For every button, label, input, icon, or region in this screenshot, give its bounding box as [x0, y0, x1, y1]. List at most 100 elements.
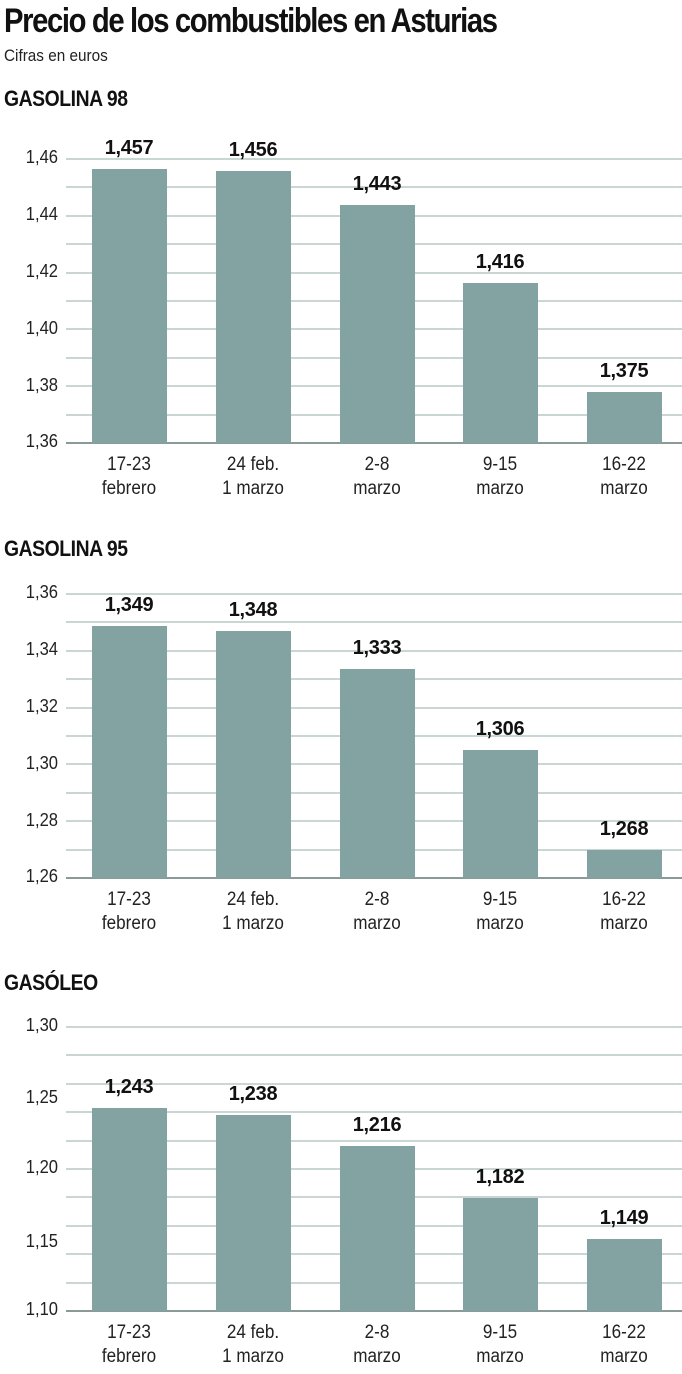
x-category-label: 2-8 marzo [323, 453, 431, 501]
x-axis-line [66, 877, 682, 879]
bar [587, 1239, 662, 1311]
x-category-label: 24 feb. 1 marzo [199, 888, 307, 936]
y-tick-label: 1,30 [25, 1015, 58, 1035]
value-label: 1,182 [475, 1166, 525, 1188]
bar [587, 850, 662, 878]
x-label-line-2: 1 marzo [222, 913, 284, 934]
bar [216, 171, 291, 443]
x-axis-line [66, 1310, 682, 1312]
value-label: 1,456 [228, 139, 278, 161]
value-label: 1,333 [352, 637, 402, 659]
x-category-label: 9-15 marzo [446, 453, 554, 501]
x-label-line-2: marzo [353, 1346, 401, 1367]
value-label: 1,375 [599, 360, 649, 382]
bar [340, 669, 415, 878]
value-label: 1,457 [104, 137, 154, 159]
x-category-label: 24 feb. 1 marzo [199, 1321, 307, 1369]
x-label-line-1: 9-15 [482, 454, 518, 475]
y-tick-label: 1,32 [25, 696, 58, 716]
bar [216, 1115, 291, 1311]
y-tick-label: 1,40 [25, 318, 58, 338]
value-label: 1,149 [599, 1207, 649, 1229]
gridline [66, 1082, 682, 1085]
x-label-line-1: 17-23 [107, 889, 151, 910]
y-tick-label: 1,15 [25, 1231, 58, 1251]
x-category-label: 16-22 marzo [570, 1321, 678, 1369]
x-label-line-1: 9-15 [482, 1322, 518, 1343]
x-label-line-2: febrero [101, 913, 157, 934]
y-tick-label: 1,36 [25, 582, 58, 602]
bar [92, 1108, 167, 1311]
x-label-line-1: 2-8 [364, 889, 390, 910]
x-label-line-2: marzo [353, 478, 401, 499]
bar [587, 392, 662, 443]
x-category-label: 9-15 marzo [446, 888, 554, 936]
x-label-line-1: 24 feb. [226, 889, 280, 910]
x-label-line-1: 17-23 [107, 1322, 151, 1343]
value-label: 1,216 [352, 1114, 402, 1136]
y-tick-label: 1,36 [25, 431, 58, 451]
bar [340, 1146, 415, 1311]
x-category-label: 17-23 febrero [75, 888, 183, 936]
bar [216, 631, 291, 878]
x-category-label: 16-22 marzo [570, 453, 678, 501]
gridline [66, 1054, 682, 1057]
y-tick-label: 1,38 [25, 375, 58, 395]
x-category-label: 16-22 marzo [570, 888, 678, 936]
x-label-line-2: 1 marzo [222, 478, 284, 499]
bar [463, 1198, 538, 1311]
y-tick-label: 1,30 [25, 753, 58, 773]
x-label-line-2: marzo [476, 1346, 524, 1367]
y-tick-label: 1,46 [25, 147, 58, 167]
value-label: 1,348 [228, 599, 278, 621]
value-label: 1,238 [228, 1083, 278, 1105]
gridline [66, 1111, 682, 1114]
value-label: 1,306 [475, 718, 525, 740]
gridline [66, 158, 682, 160]
x-category-label: 2-8 marzo [323, 1321, 431, 1369]
x-label-line-2: marzo [353, 913, 401, 934]
x-category-label: 9-15 marzo [446, 1321, 554, 1369]
x-label-line-2: marzo [600, 913, 648, 934]
y-tick-label: 1,42 [25, 261, 58, 281]
bar [92, 169, 167, 443]
x-category-label: 24 feb. 1 marzo [199, 453, 307, 501]
x-label-line-1: 16-22 [602, 889, 646, 910]
value-label: 1,416 [475, 251, 525, 273]
y-tick-label: 1,26 [25, 866, 58, 886]
gridline [66, 1139, 682, 1142]
x-label-line-1: 9-15 [482, 889, 518, 910]
chart-title: GASOLINA 95 [4, 536, 128, 561]
gridline [66, 649, 682, 652]
page-subtitle: Cifras en euros [4, 46, 108, 65]
y-tick-label: 1,28 [25, 810, 58, 830]
value-label: 1,268 [599, 818, 649, 840]
x-label-line-2: febrero [101, 478, 157, 499]
x-category-label: 2-8 marzo [323, 888, 431, 936]
x-category-label: 17-23 febrero [75, 1321, 183, 1369]
x-label-line-2: marzo [600, 1346, 648, 1367]
x-category-label: 17-23 febrero [75, 453, 183, 501]
x-label-line-2: 1 marzo [222, 1346, 284, 1367]
y-tick-label: 1,25 [25, 1087, 58, 1107]
x-label-line-1: 2-8 [364, 454, 390, 475]
y-tick-label: 1,44 [25, 204, 58, 224]
x-label-line-2: marzo [476, 478, 524, 499]
x-label-line-2: febrero [101, 1346, 157, 1367]
bar [92, 626, 167, 878]
x-label-line-1: 16-22 [602, 1322, 646, 1343]
bar [463, 750, 538, 878]
y-tick-label: 1,10 [25, 1299, 58, 1319]
x-label-line-1: 24 feb. [226, 454, 280, 475]
x-label-line-1: 17-23 [107, 454, 151, 475]
x-label-line-1: 2-8 [364, 1322, 390, 1343]
gridline [66, 186, 682, 189]
x-axis-line [66, 442, 682, 444]
value-label: 1,243 [104, 1076, 154, 1098]
x-label-line-2: marzo [600, 478, 648, 499]
chart-title: GASOLINA 98 [4, 86, 128, 111]
bar [463, 283, 538, 443]
page-title: Precio de los combustibles en Asturias [4, 2, 498, 40]
bar [340, 205, 415, 443]
y-tick-label: 1,34 [25, 639, 58, 659]
